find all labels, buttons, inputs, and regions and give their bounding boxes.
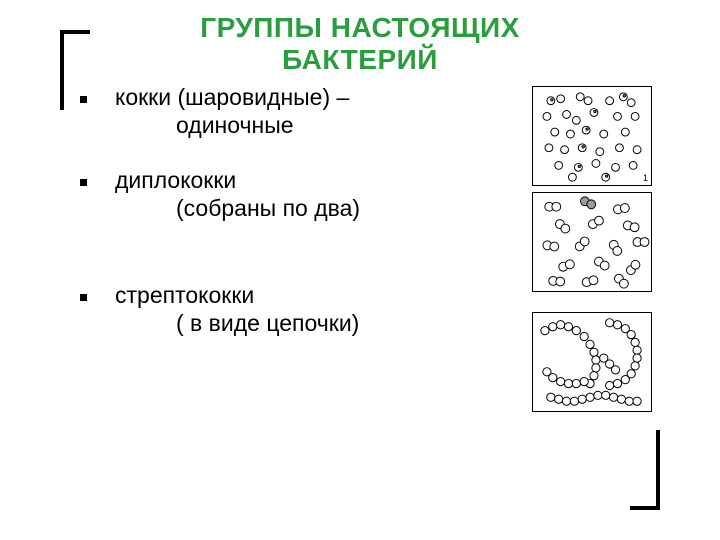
illustration-streptococci bbox=[532, 312, 652, 412]
bullet-icon bbox=[80, 294, 87, 301]
item-text-2: одиночные bbox=[80, 112, 520, 138]
item-text-1: кокки (шаровидные) – bbox=[115, 84, 349, 110]
list-item: стрептококки ( в виде цепочки) bbox=[80, 282, 520, 337]
item-text-1: стрептококки bbox=[115, 282, 254, 308]
svg-text:1: 1 bbox=[643, 173, 648, 183]
item-text-2: (собраны по два) bbox=[80, 195, 520, 221]
slide-title: ГРУППЫ НАСТОЯЩИХ БАКТЕРИЙ bbox=[0, 0, 720, 76]
title-line1: ГРУППЫ НАСТОЯЩИХ bbox=[0, 12, 720, 44]
bullet-icon bbox=[80, 96, 87, 103]
list-item: диплококки (собраны по два) bbox=[80, 167, 520, 222]
bullet-icon bbox=[80, 179, 87, 186]
illustration-diplococci bbox=[532, 192, 652, 292]
corner-decoration-bottom bbox=[630, 430, 660, 510]
item-text-2: ( в виде цепочки) bbox=[80, 310, 520, 336]
title-line2: БАКТЕРИЙ bbox=[0, 44, 720, 76]
illustration-cocci: 1 bbox=[532, 86, 652, 186]
content-list: кокки (шаровидные) – одиночные диплококк… bbox=[80, 84, 520, 365]
item-text-1: диплококки bbox=[115, 167, 236, 193]
list-item: кокки (шаровидные) – одиночные bbox=[80, 84, 520, 139]
